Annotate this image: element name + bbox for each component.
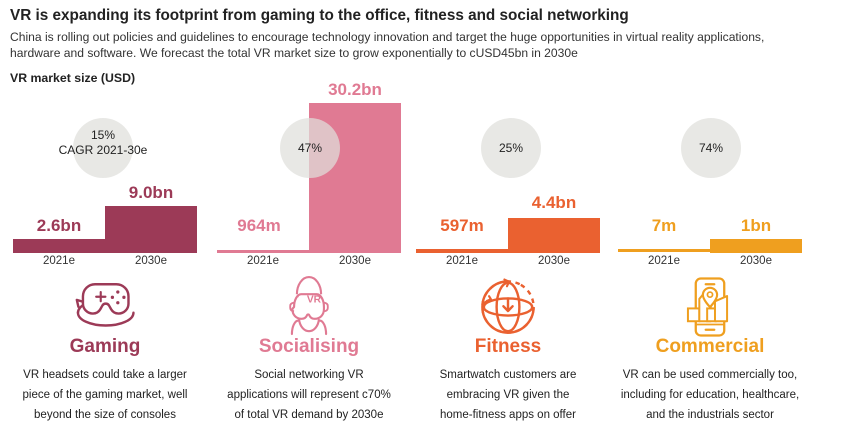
svg-text:VR: VR <box>307 294 322 305</box>
